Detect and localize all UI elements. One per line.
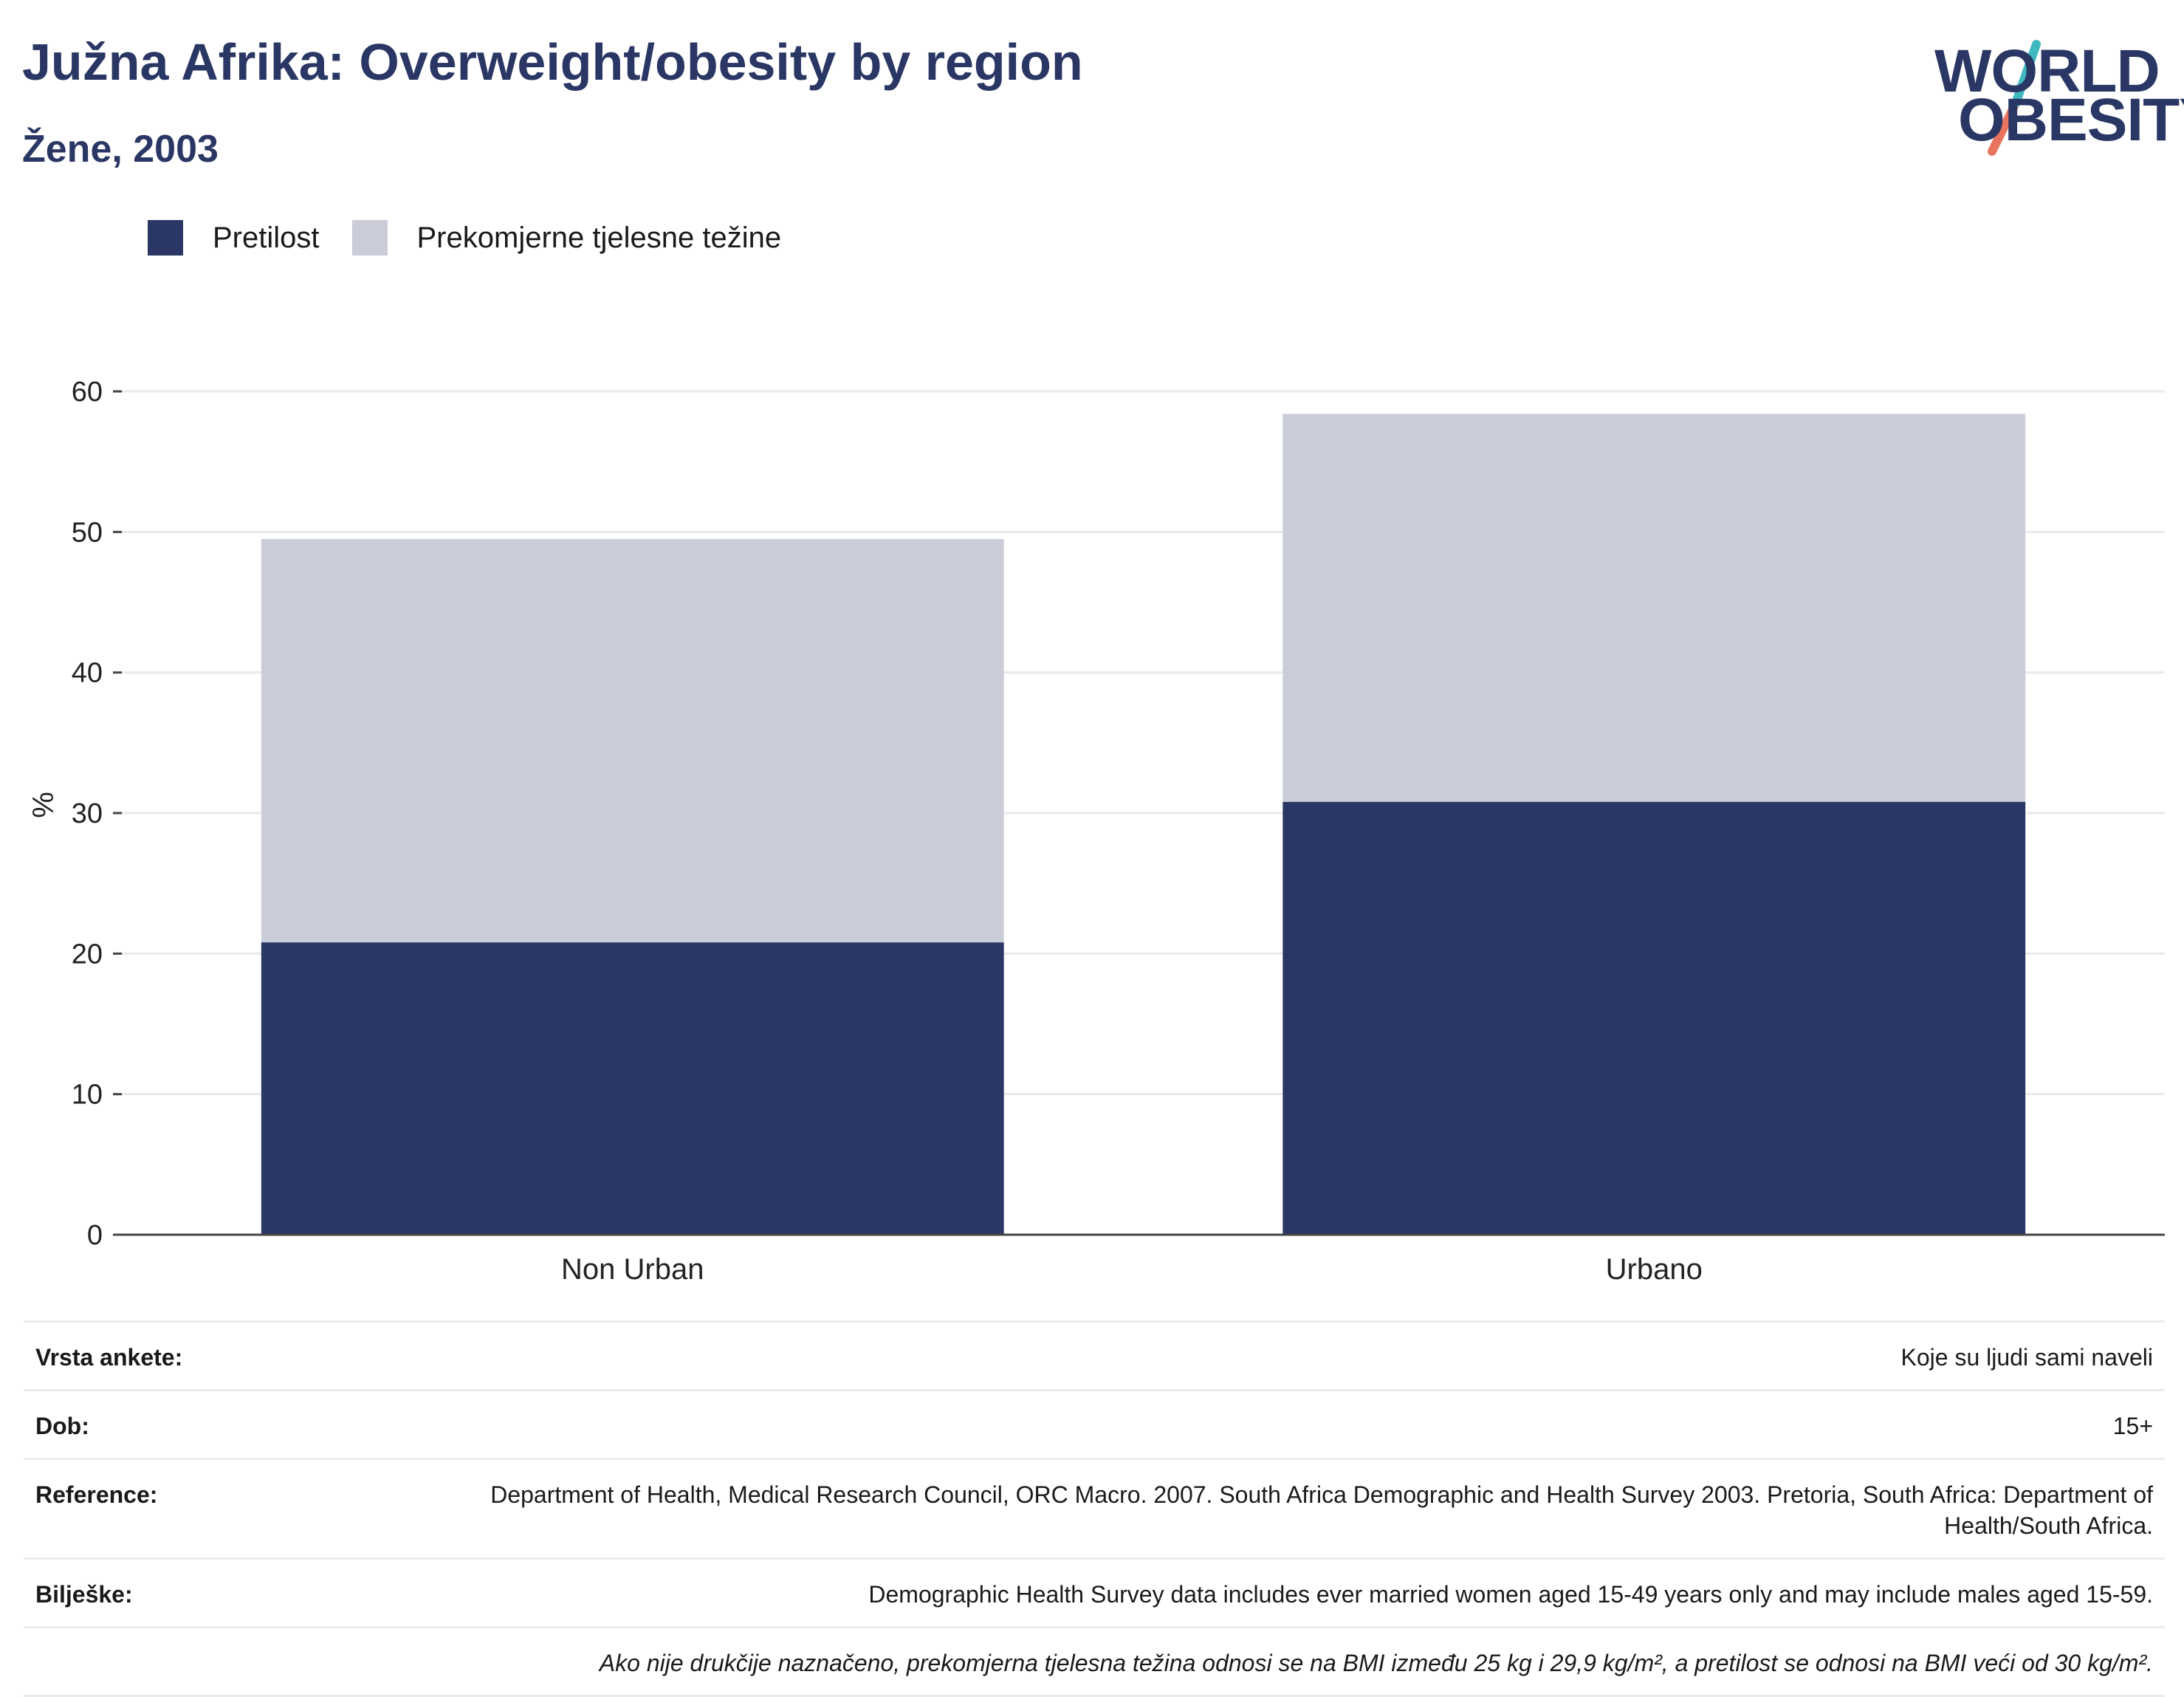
slash-logo-mark: [1988, 40, 2041, 156]
y-axis-label: %: [27, 792, 60, 818]
bar-overweight: [1282, 414, 2026, 802]
info-row-footnote: Ako nije drukčije naznačeno, prekomjerna…: [24, 1626, 2165, 1697]
info-value: Department of Health, Medical Research C…: [490, 1481, 2153, 1539]
y-tick-label: 50: [72, 517, 103, 548]
footnote-text: Ako nije drukčije naznačeno, prekomjerna…: [599, 1650, 2153, 1676]
chart-subtitle: Žene, 2003: [22, 128, 219, 171]
info-row-survey-type: Vrsta ankete: Koje su ljudi sami naveli: [24, 1320, 2165, 1389]
bar-chart: 0 10 20 30 40 50 60 Non Urban Urbano %: [27, 377, 2165, 1286]
x-category-label: Urbano: [1606, 1253, 1703, 1286]
y-tick-label: 60: [72, 377, 103, 408]
x-category-label: Non Urban: [561, 1253, 704, 1286]
logo-text-obesity: OBESITY: [1958, 86, 2184, 154]
info-row-reference: Reference: Department of Health, Medical…: [24, 1458, 2165, 1557]
info-key: Vrsta ankete:: [35, 1344, 183, 1371]
legend-swatch-obesity: [148, 220, 183, 256]
chart-title: Južna Afrika: Overweight/obesity by regi…: [22, 33, 1083, 91]
legend-item-overweight: Prekomjerne tjelesne težine: [351, 220, 782, 256]
legend-label-overweight: Prekomjerne tjelesne težine: [416, 221, 782, 254]
legend-swatch-overweight: [351, 220, 388, 256]
axes: 0 10 20 30 40 50 60 Non Urban Urbano: [72, 377, 2165, 1286]
y-tick-label: 10: [72, 1080, 103, 1111]
info-value: Demographic Health Survey data includes …: [868, 1581, 2153, 1608]
info-key: Dob:: [35, 1413, 89, 1439]
y-tick-label: 40: [72, 658, 103, 689]
y-tick-label: 30: [72, 798, 103, 829]
info-row-notes: Bilješke: Demographic Health Survey data…: [24, 1557, 2165, 1626]
info-value: Koje su ljudi sami naveli: [1900, 1344, 2154, 1371]
logo-text-world: WORLD: [1934, 38, 2160, 105]
world-obesity-logo: WORLD OBESITY: [1905, 30, 2184, 162]
info-value: 15+: [2112, 1413, 2153, 1439]
y-tick-label: 20: [72, 939, 103, 970]
y-tick-label: 0: [87, 1220, 103, 1251]
bar-overweight: [261, 538, 1004, 943]
legend-label-obesity: Pretilost: [213, 221, 320, 254]
bars: [261, 414, 2026, 1235]
chart-legend: Pretilost Prekomjerne tjelesne težine: [148, 219, 814, 257]
info-key: Reference:: [35, 1481, 158, 1508]
info-key: Bilješke:: [35, 1581, 133, 1608]
bar-obesity: [261, 942, 1004, 1235]
bar-obesity: [1282, 801, 2026, 1235]
survey-info-table: Vrsta ankete: Koje su ljudi sami naveli …: [24, 1320, 2165, 1697]
info-row-age: Dob: 15+: [24, 1389, 2165, 1458]
legend-item-obesity: Pretilost: [148, 220, 320, 256]
